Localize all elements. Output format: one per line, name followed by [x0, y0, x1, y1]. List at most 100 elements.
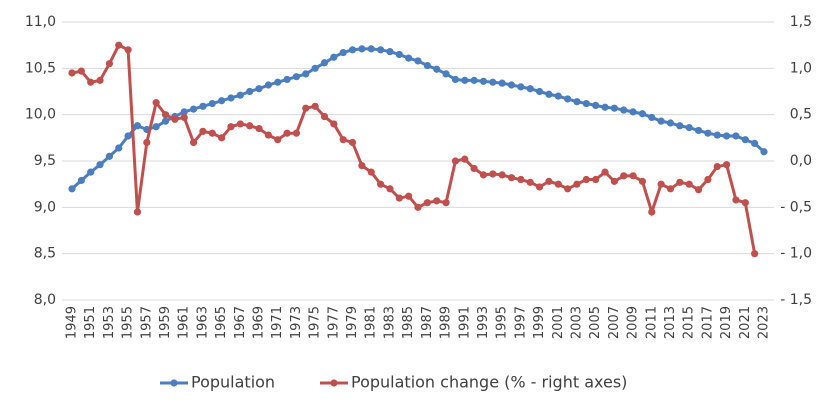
point — [442, 199, 450, 207]
x-tick-label: 1983 — [382, 306, 397, 339]
point — [302, 70, 310, 78]
point — [507, 81, 516, 89]
x-tick-label: 1965 — [214, 306, 229, 339]
point — [526, 85, 534, 93]
point — [199, 127, 207, 135]
y2-tick-label: - 1,0 — [780, 246, 812, 262]
y2-tick-label: 1,0 — [790, 60, 812, 76]
point — [274, 136, 282, 144]
point — [433, 65, 441, 73]
point — [694, 186, 703, 194]
point — [218, 97, 226, 105]
point — [732, 132, 740, 140]
point — [105, 152, 114, 160]
point — [330, 53, 338, 61]
point — [405, 54, 413, 62]
point — [451, 157, 460, 165]
point — [189, 105, 198, 113]
point — [133, 208, 142, 216]
point — [554, 180, 562, 188]
point — [751, 139, 759, 147]
x-tick-label: 1951 — [83, 306, 98, 339]
point — [629, 172, 637, 180]
point — [77, 176, 85, 185]
x-tick-label: 1955 — [121, 306, 136, 339]
point — [535, 183, 544, 191]
point — [124, 132, 132, 140]
point — [741, 136, 749, 144]
point — [152, 99, 160, 107]
point — [395, 194, 403, 202]
x-tick-label: 1957 — [139, 306, 154, 339]
point — [620, 172, 628, 180]
point — [489, 78, 497, 86]
point — [414, 57, 422, 65]
point — [470, 164, 478, 173]
x-tick-label: 1959 — [158, 306, 173, 339]
point — [638, 177, 647, 185]
y-tick-label: 9,0 — [34, 199, 56, 215]
point — [311, 102, 319, 110]
x-tick-label: 1961 — [177, 306, 192, 339]
x-tick-label: 1979 — [345, 306, 360, 339]
point — [648, 208, 656, 216]
point — [105, 60, 114, 68]
point — [442, 70, 450, 78]
point — [713, 162, 721, 171]
y2-tick-label: 0,5 — [790, 107, 812, 123]
point — [517, 83, 525, 91]
point — [302, 104, 310, 112]
point — [545, 177, 553, 185]
point — [283, 129, 291, 137]
x-tick-label: 1981 — [364, 306, 379, 339]
point — [554, 92, 562, 100]
point — [199, 102, 207, 110]
x-tick-label: 2011 — [644, 306, 659, 339]
x-tick-label: 1997 — [513, 306, 528, 339]
point — [573, 180, 581, 188]
point — [358, 45, 366, 53]
point — [171, 115, 179, 123]
point — [376, 180, 385, 188]
point — [722, 132, 731, 140]
x-tick-label: 1969 — [252, 306, 267, 339]
point — [414, 203, 422, 211]
point — [77, 67, 85, 75]
point — [526, 178, 534, 186]
point — [704, 129, 712, 137]
point — [592, 175, 600, 184]
point — [461, 76, 469, 84]
x-tick-label: 1953 — [102, 306, 117, 339]
point — [339, 136, 347, 144]
x-tick-label: 2003 — [569, 306, 584, 339]
point — [676, 122, 684, 130]
point — [498, 171, 506, 179]
point — [582, 175, 590, 184]
y2-tick-label: - 0,5 — [780, 199, 812, 215]
point — [741, 199, 749, 207]
point — [657, 117, 665, 125]
point — [124, 46, 132, 54]
x-tick-label: 1991 — [457, 306, 472, 339]
point — [143, 138, 151, 147]
x-tick-label: 1989 — [439, 306, 454, 339]
legend-item: Population change (% - right axes) — [320, 373, 627, 392]
x-tick-label: 2019 — [719, 306, 734, 339]
point — [694, 126, 703, 135]
y2-tick-label: - 1,5 — [780, 292, 812, 308]
point — [330, 120, 338, 128]
point — [283, 75, 291, 84]
point — [704, 175, 712, 184]
point — [610, 104, 618, 112]
x-tick-label: 2021 — [738, 306, 753, 339]
point — [208, 99, 216, 108]
point — [601, 168, 609, 176]
legend-label: Population change (% - right axes) — [351, 373, 627, 392]
point — [573, 98, 581, 106]
point — [592, 101, 600, 109]
point — [96, 161, 104, 169]
point — [320, 112, 329, 121]
point — [292, 129, 301, 137]
point — [433, 197, 441, 205]
point — [180, 108, 188, 116]
